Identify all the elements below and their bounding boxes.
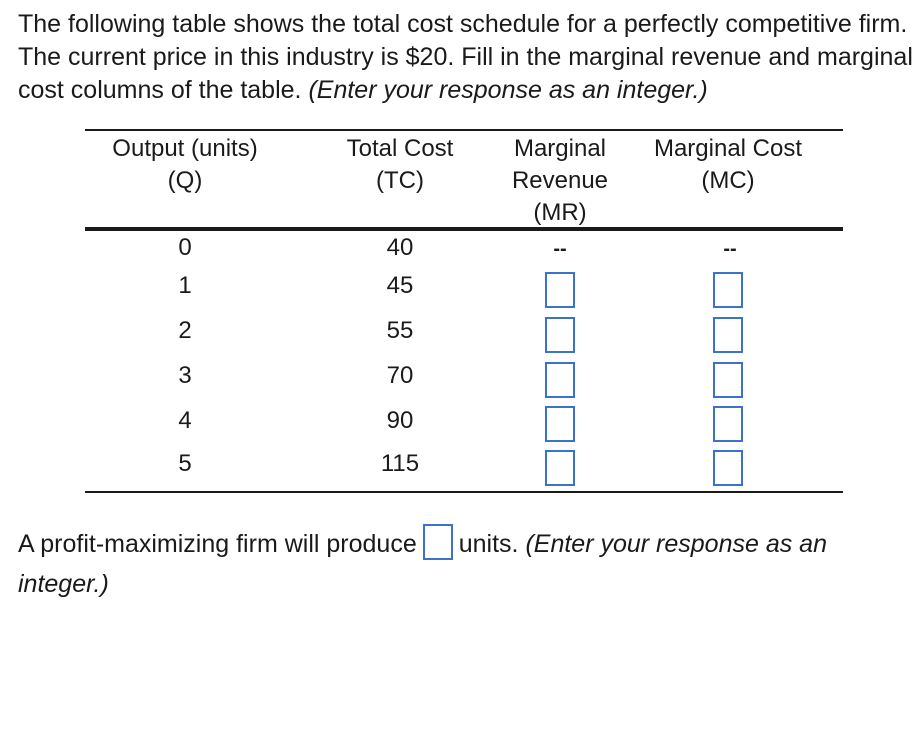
header-marginal-cost: Marginal Cost (MC)	[638, 133, 818, 197]
header-marginal-revenue: Marginal Revenue (MR)	[485, 133, 635, 229]
mr-input-3[interactable]	[545, 362, 575, 398]
mr-input-1[interactable]	[545, 272, 575, 308]
question-prompt: The following table shows the total cost…	[18, 8, 913, 107]
header-mr-line3: (MR)	[533, 199, 587, 226]
mc-input-1[interactable]	[713, 272, 743, 308]
answer-text-before: A profit-maximizing firm will produce	[18, 530, 417, 558]
mc-input-4[interactable]	[713, 406, 743, 442]
mr-input-5[interactable]	[545, 450, 575, 486]
header-mc-line1: Marginal Cost	[653, 135, 803, 162]
cell-tc-3: 70	[386, 362, 414, 389]
header-output: Output (units) (Q)	[85, 133, 285, 197]
cell-tc-0: 40	[386, 234, 414, 261]
header-mr-line2: Revenue	[511, 167, 609, 194]
header-total-cost: Total Cost (TC)	[300, 133, 500, 197]
cell-q-1: 1	[178, 272, 192, 299]
prompt-text: The following table shows the total cost…	[18, 10, 913, 104]
cell-tc-4: 90	[386, 407, 414, 434]
header-mr-line1: Marginal	[513, 135, 607, 162]
mr-dash-0: --	[553, 238, 567, 260]
header-mc-line2: (MC)	[701, 167, 755, 194]
table-header-rule	[85, 227, 843, 231]
profit-max-output-input[interactable]	[422, 524, 453, 561]
header-tc-line2: (TC)	[376, 167, 424, 194]
answer-text-after: units.	[458, 530, 519, 558]
mc-input-2[interactable]	[713, 317, 743, 353]
table-bottom-rule	[85, 491, 843, 493]
header-tc-line1: Total Cost	[346, 135, 454, 162]
cell-q-4: 4	[178, 407, 192, 434]
mc-input-5[interactable]	[713, 450, 743, 486]
cell-tc-1: 45	[386, 272, 414, 299]
cell-q-5: 5	[178, 450, 192, 477]
mr-input-4[interactable]	[545, 406, 575, 442]
cell-q-2: 2	[178, 317, 192, 344]
mc-input-3[interactable]	[713, 362, 743, 398]
header-output-line2: (Q)	[167, 167, 203, 194]
mc-dash-0: --	[723, 238, 737, 260]
cell-tc-2: 55	[386, 317, 414, 344]
mr-input-2[interactable]	[545, 317, 575, 353]
answer-hint: (Enter your response as an integer.)	[18, 530, 827, 598]
header-output-line1: Output (units)	[112, 135, 258, 162]
table-top-rule	[85, 129, 843, 131]
cell-q-3: 3	[178, 362, 192, 389]
answer-prompt: A profit-maximizing firm will produce uni…	[18, 524, 898, 604]
prompt-hint: (Enter your response as an integer.)	[308, 76, 708, 104]
cell-q-0: 0	[178, 234, 192, 261]
cell-tc-5: 115	[380, 450, 420, 477]
